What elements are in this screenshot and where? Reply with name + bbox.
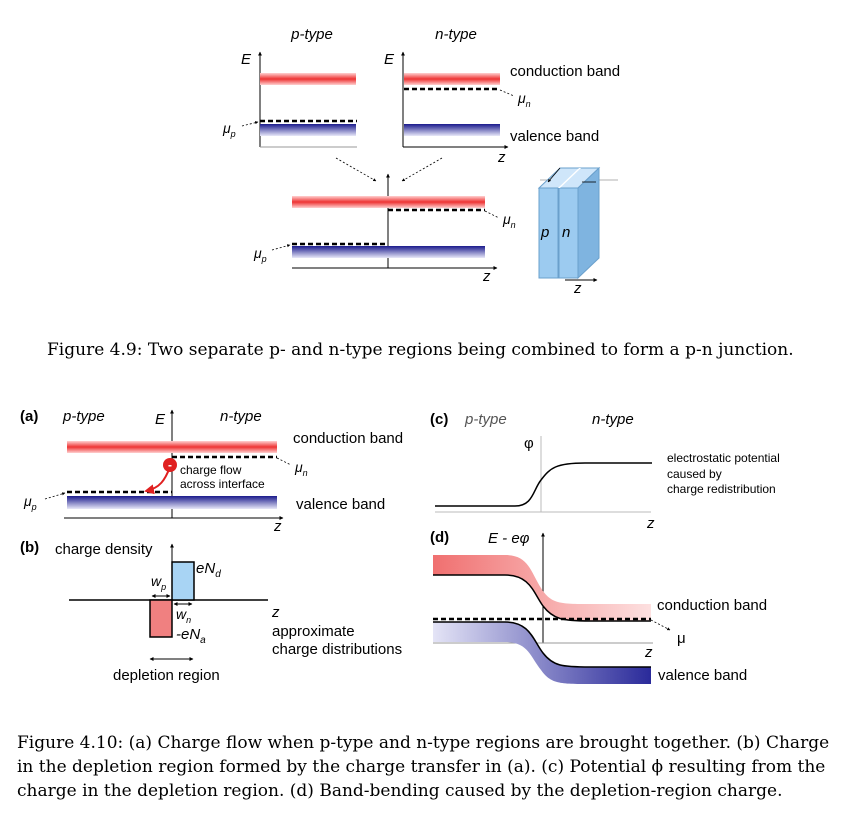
fig410d-axis-label: E - eφ [488,530,530,547]
fig410a-valence-band-label: valence band [296,496,385,513]
fig410a-n-mu-label: μn [294,459,308,478]
fig410a-valence-band [67,496,277,509]
fig49-junction-n-mu-label: μn [502,211,516,230]
fig49-block-n-label: n [562,224,570,241]
fig49-n-axis-z: z [497,149,506,166]
fig49-p-conduction-band [260,73,356,85]
fig410a-n-mu-pointer [276,457,292,466]
fig49-n-mu-pointer [499,89,515,97]
fig49-junction-axis-z: z [482,268,491,285]
fig410d-tag: (d) [430,529,449,546]
fig410c-p-type: p-type [464,411,507,428]
fig410c-tag: (c) [430,411,448,428]
fig410d-conduction-band-label: conduction band [657,597,767,614]
fig49-n-conduction-band [404,73,500,85]
fig49-caption: Figure 4.9: Two separate p- and n-type r… [47,340,794,360]
fig410b-eNa-label: -eNa [176,626,206,646]
fig410a-charge-flow-line2: across interface [180,477,265,491]
fig410d-axis-z: z [644,644,653,661]
fig410b-negative-charge [149,599,173,638]
fig410b-wn-label: wn [176,606,191,625]
fig410b-approx-line1: approximate [272,623,355,640]
fig410a-p-type: p-type [62,408,105,425]
fig49-junction-p-mu-label: μp [253,245,267,264]
fig49-junction-valence-band [292,246,485,258]
fig410d-valence-band [433,622,651,684]
fig49-n-mu-label: μn [517,90,531,109]
fig410b-axis-z: z [271,604,280,621]
fig49-diagram: p-type n-type E μp E z μn conduction ban… [222,26,620,297]
fig410c-note-line2: caused by [667,467,722,481]
fig49-p-mu-label: μp [222,120,236,139]
fig49-conduction-band-label: conduction band [510,63,620,80]
fig49-n-axis-E: E [384,51,395,68]
fig410-caption-line1: Figure 4.10: (a) Charge flow when p-type… [17,733,830,753]
fig410d-mu-pointer [650,619,671,631]
fig410b-eNd-label: eNd [196,560,221,580]
fig410c-note-line1: electrostatic potential [667,451,780,465]
fig49-n-type-label: n-type [435,26,477,43]
fig49-p-axis-E: E [241,51,252,68]
fig410-caption-line2: in the depletion region formed by the ch… [17,757,826,777]
fig49-block-gap [558,168,581,188]
fig49-valence-band-label: valence band [510,128,599,145]
fig49-junction-panel: z μn μp [253,173,516,285]
fig49-block-z-label: z [573,280,582,297]
fig49-p-panel: E μp [222,51,357,148]
fig49-junction-n-mu-pointer [484,210,500,219]
fig410a-conduction-band-label: conduction band [293,430,403,447]
fig410b-wp-label: wp [151,573,166,592]
fig49-p-valence-band [260,124,356,136]
fig410a-tag: (a) [20,408,38,425]
fig410c-axis-phi: φ [524,435,534,452]
fig410b-panel: (b) charge density eNd -eNa wp wn z appr… [20,539,402,684]
fig410c-potential-curve [435,462,652,507]
fig410c-axis-z: z [646,515,655,532]
fig410d-valence-edge [433,621,651,668]
fig49-merge-arrow-right [401,157,443,182]
fig49-p-type-label: p-type [290,26,333,43]
fig410a-p-mu-label: μp [23,493,37,512]
fig49-n-valence-band [404,124,500,136]
fig410a-conduction-band [67,441,277,453]
fig49-block-n-face [558,187,579,279]
fig410b-approx-line2: charge distributions [272,641,402,658]
fig410b-charge-density-label: charge density [55,541,153,558]
fig410-caption-line3: charge in the depletion region. (d) Band… [17,781,783,801]
fig410a-electron-sign: - [168,458,172,472]
fig49-p-mu-pointer [241,121,259,127]
fig49-merge-arrow-left [335,157,377,182]
fig410a-panel: (a) p-type n-type E z μn μp - charge flo… [20,408,403,535]
fig410d-mu-label: μ [677,630,686,647]
fig49-block-arrow-left [547,167,561,183]
fig49-junction-conduction-band [292,196,485,208]
fig410d-valence-band-label: valence band [658,667,747,684]
fig410c-panel: (c) p-type n-type φ z electrostatic pote… [430,411,780,532]
fig410a-electron-icon [163,458,177,472]
fig49-pn-block: p n z [537,166,618,297]
fig410c-note-line3: charge redistribution [667,482,776,496]
fig49-block-side [577,166,600,280]
fig410d-panel: (d) E - eφ z μ conduction band valence b… [430,529,767,684]
fig410c-n-type: n-type [592,411,634,428]
fig49-junction-p-mu-pointer [271,244,291,251]
fig410a-axis-E: E [155,411,166,428]
fig49-block-p-face [538,187,559,279]
fig410b-positive-charge [171,561,195,601]
fig410a-axis-z: z [273,518,282,535]
fig410a-n-type: n-type [220,408,262,425]
fig410b-tag: (b) [20,539,39,556]
fig410a-charge-flow-line1: charge flow [180,463,242,477]
fig410a-p-mu-pointer [44,492,66,500]
fig410d-conduction-band [433,555,651,621]
fig410b-depletion-label: depletion region [113,667,220,684]
fig49-block-p-label: p [540,224,549,241]
fig410d-conduction-edge [433,574,651,622]
fig49-n-panel: E z μn conduction band valence band [384,51,620,166]
